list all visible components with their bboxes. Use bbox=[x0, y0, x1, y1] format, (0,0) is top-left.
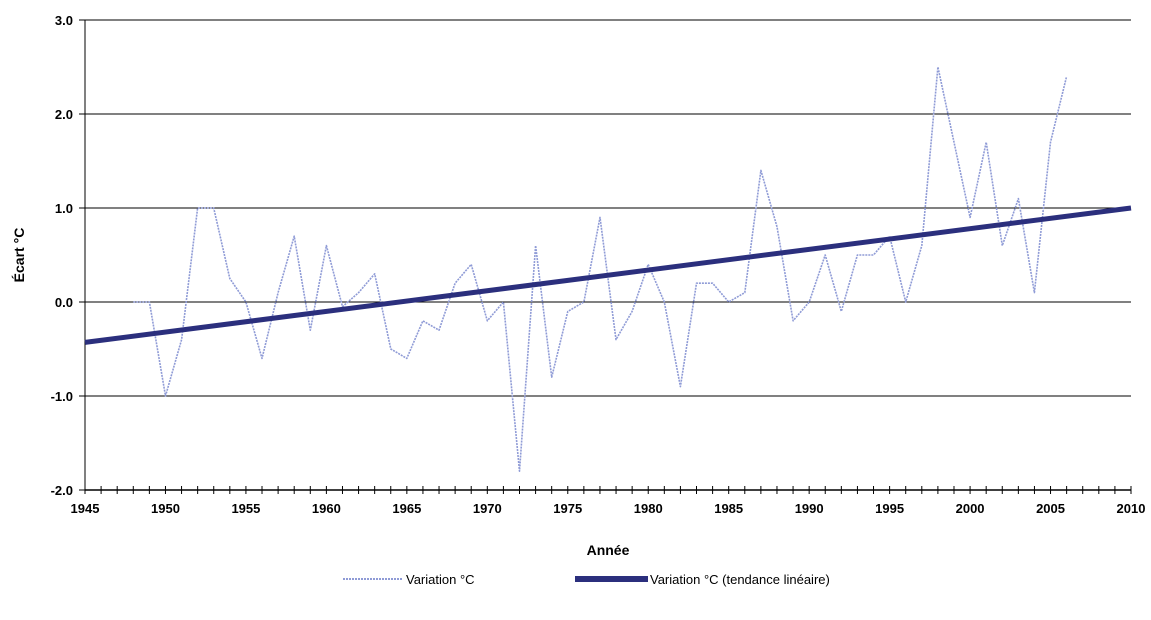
series-line-variation bbox=[133, 66, 1068, 473]
y-tick-label: 1.0 bbox=[55, 201, 73, 216]
series-line-trend bbox=[84, 205, 1132, 345]
series-lines bbox=[84, 66, 1132, 473]
x-tick-label: 1975 bbox=[553, 501, 582, 516]
x-tick-label: 1985 bbox=[714, 501, 743, 516]
legend: Variation °C Variation °C (tendance liné… bbox=[343, 572, 830, 587]
x-tick-label: 1960 bbox=[312, 501, 341, 516]
x-axis-ticks: 1945 1950 1955 1960 1965 1970 1975 1980 1985 1990… bbox=[71, 486, 1146, 516]
x-tick-label: 1970 bbox=[473, 501, 502, 516]
x-tick-label: 1945 bbox=[71, 501, 100, 516]
x-tick-label: 1980 bbox=[634, 501, 663, 516]
x-tick-label: 2005 bbox=[1036, 501, 1065, 516]
x-tick-label: 2010 bbox=[1117, 501, 1146, 516]
grid-lines bbox=[85, 19, 1131, 397]
y-axis-ticks: -2.0 -1.0 0.0 1.0 2.0 3.0 bbox=[51, 13, 85, 498]
x-tick-label: 1990 bbox=[795, 501, 824, 516]
y-tick-label: -1.0 bbox=[51, 389, 73, 404]
y-axis-title: Écart °C bbox=[11, 228, 27, 283]
axes bbox=[84, 20, 1131, 491]
x-axis-title: Année bbox=[587, 542, 630, 558]
x-tick-label: 1955 bbox=[231, 501, 260, 516]
x-tick-label: 1965 bbox=[392, 501, 421, 516]
x-tick-label: 1950 bbox=[151, 501, 180, 516]
y-tick-label: 2.0 bbox=[55, 107, 73, 122]
y-tick-label: 3.0 bbox=[55, 13, 73, 28]
x-tick-label: 1995 bbox=[875, 501, 904, 516]
legend-label-trend: Variation °C (tendance linéaire) bbox=[650, 572, 830, 587]
y-tick-label: -2.0 bbox=[51, 483, 73, 498]
x-tick-label: 2000 bbox=[956, 501, 985, 516]
legend-label-variation: Variation °C bbox=[406, 572, 475, 587]
y-tick-label: 0.0 bbox=[55, 295, 73, 310]
